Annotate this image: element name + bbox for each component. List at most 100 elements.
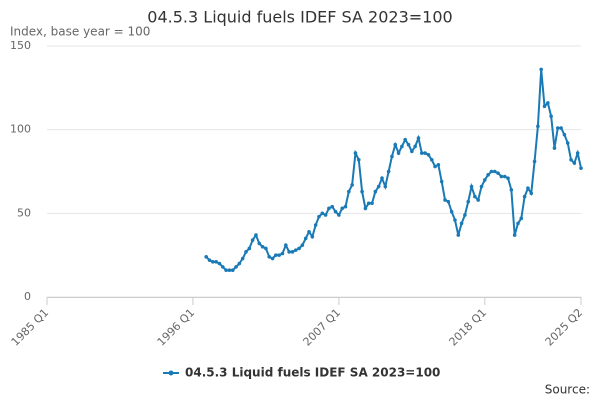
point <box>307 229 311 234</box>
point <box>267 255 272 259</box>
point <box>310 234 315 239</box>
point <box>439 179 444 184</box>
point <box>436 163 441 167</box>
point <box>366 201 371 206</box>
point <box>575 151 580 155</box>
point <box>509 188 514 192</box>
point <box>572 161 577 165</box>
point <box>496 171 500 175</box>
x-tick-label: 1985 Q1 <box>9 306 52 349</box>
point <box>230 268 235 273</box>
point <box>506 176 510 180</box>
point <box>224 268 228 273</box>
point <box>303 236 308 241</box>
point <box>562 132 567 137</box>
point <box>356 157 361 162</box>
point <box>290 250 295 254</box>
point <box>579 166 583 170</box>
point <box>317 214 321 219</box>
point <box>512 233 517 237</box>
point <box>380 176 384 180</box>
point <box>446 199 451 204</box>
point <box>343 204 348 209</box>
point <box>254 233 258 237</box>
point <box>469 184 474 189</box>
point <box>466 199 471 204</box>
x-tick-label: 1996 Q1 <box>155 306 198 349</box>
source: Source: <box>545 383 590 397</box>
y-tick-label: 150 <box>10 39 31 52</box>
point <box>459 221 464 226</box>
point <box>277 253 281 257</box>
point <box>360 189 364 194</box>
point <box>323 213 328 217</box>
point <box>486 173 490 177</box>
point <box>410 149 414 154</box>
point <box>396 151 401 155</box>
point <box>280 251 285 256</box>
point <box>297 246 301 251</box>
point <box>499 174 504 179</box>
point <box>419 151 424 155</box>
point <box>449 209 454 214</box>
point <box>479 184 484 189</box>
point <box>476 198 480 202</box>
point <box>287 250 291 254</box>
point <box>217 261 222 266</box>
point <box>313 223 318 227</box>
point <box>555 126 560 130</box>
point <box>227 268 232 273</box>
point <box>393 142 398 147</box>
point <box>234 265 238 269</box>
point <box>549 114 553 119</box>
y-tick-label: 50 <box>17 206 31 219</box>
point <box>244 250 248 254</box>
point <box>492 169 497 174</box>
point <box>565 141 570 145</box>
point <box>293 248 298 252</box>
point <box>483 178 487 182</box>
point <box>347 189 351 194</box>
point <box>429 157 434 162</box>
x-tick-label: 2025 Q2 <box>543 306 586 349</box>
point <box>284 243 288 247</box>
point <box>327 206 331 211</box>
point <box>542 104 547 109</box>
point <box>426 152 431 157</box>
point <box>257 241 262 246</box>
point <box>489 169 494 174</box>
point <box>350 183 354 187</box>
point <box>264 246 268 251</box>
x-tick-label: 2018 Q1 <box>447 306 490 349</box>
point <box>333 209 338 214</box>
point <box>300 243 305 247</box>
point <box>569 157 573 162</box>
point <box>403 137 408 142</box>
point <box>370 201 374 206</box>
point <box>532 159 537 164</box>
point <box>519 216 524 221</box>
point <box>453 218 457 222</box>
point <box>320 211 325 216</box>
point <box>433 164 437 169</box>
point <box>559 126 563 130</box>
point <box>220 265 225 269</box>
point <box>214 260 218 264</box>
point <box>546 101 550 105</box>
y-tick-label: 0 <box>24 290 31 303</box>
point <box>413 144 417 149</box>
point <box>353 151 358 155</box>
chart-title: 04.5.3 Liquid fuels IDEF SA 2023=100 <box>147 8 452 27</box>
point <box>456 233 461 237</box>
point <box>522 194 527 199</box>
point <box>211 260 215 264</box>
legend-marker <box>168 370 174 376</box>
point <box>237 261 242 266</box>
point <box>473 194 477 199</box>
point <box>337 213 341 217</box>
point <box>386 169 391 174</box>
point <box>516 221 520 226</box>
series-line <box>205 69 582 272</box>
